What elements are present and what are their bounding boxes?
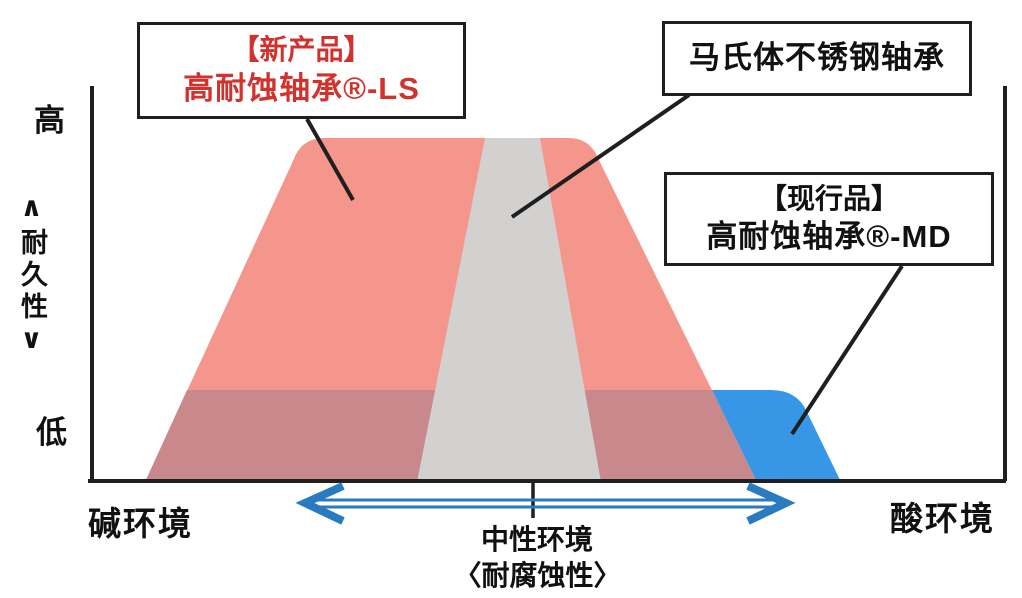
- stainless-callout-line: [510, 93, 691, 219]
- md-box-tag: 【现行品】: [758, 182, 899, 214]
- ls-callout-line: [305, 118, 355, 201]
- y-axis-tick-low: 低: [36, 415, 67, 450]
- stainless-callout-box: 马氏体不锈钢轴承: [662, 21, 972, 96]
- md-callout-line: [790, 264, 904, 436]
- y-axis-tick-high: 高: [34, 103, 65, 138]
- range-arrow-head-left-icon: [295, 482, 345, 525]
- ls-callout-box: 【新产品】 高耐蚀轴承®-LS: [137, 22, 466, 119]
- md-callout-box: 【现行品】 高耐蚀轴承®-MD: [664, 172, 994, 266]
- x-axis-label-acid: 酸环境: [890, 500, 995, 537]
- stainless-band-area: [417, 138, 601, 482]
- md-box-product-name: 高耐蚀轴承®-MD: [706, 219, 952, 255]
- y-axis-title: ∧耐久性∨: [17, 192, 47, 360]
- range-arrow-head-right-icon: [746, 482, 796, 525]
- ls-box-tag: 【新产品】: [231, 34, 372, 66]
- x-axis-label-alkaline: 碱环境: [88, 505, 193, 542]
- x-axis-annotation-corrosion-resistance: 〈耐腐蚀性〉: [453, 560, 622, 591]
- stainless-box-label: 马氏体不锈钢轴承: [689, 40, 945, 76]
- x-axis-label-neutral: 中性环境: [480, 524, 593, 555]
- md-product-area: [712, 390, 841, 482]
- axis-lines: [88, 86, 1007, 483]
- ls-box-product-name: 高耐蚀轴承®-LS: [183, 70, 420, 106]
